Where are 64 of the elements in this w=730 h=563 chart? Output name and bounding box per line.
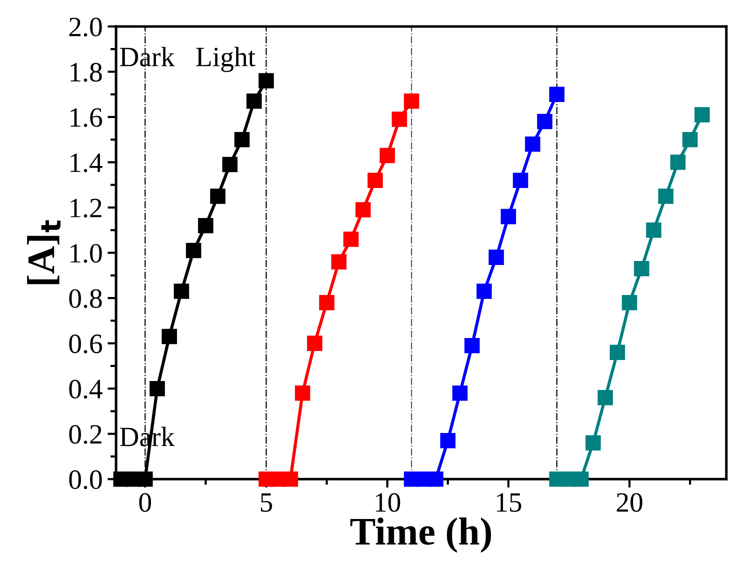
x-tick-label: 0: [139, 493, 152, 512]
point: [440, 433, 456, 448]
point: [368, 172, 383, 188]
y-axis-title: [A]$_{t}$: [27, 220, 60, 284]
y-tick-label: 1.8: [70, 62, 102, 82]
y-tick-label: 0.0: [69, 470, 102, 490]
point: [610, 344, 626, 360]
x-tick-label: 10: [376, 493, 400, 512]
point: [380, 148, 395, 164]
point: [331, 254, 347, 270]
point: [646, 222, 662, 238]
point: [307, 336, 322, 351]
point: [512, 172, 528, 188]
annotation: Dark: [120, 46, 175, 66]
x-tick-label: 15: [496, 493, 522, 512]
y-tick-label: 0.2: [69, 425, 102, 444]
point: [186, 242, 202, 258]
point: [222, 156, 238, 172]
x-tick-label: 20: [616, 493, 642, 512]
point: [258, 73, 274, 88]
point: [137, 471, 153, 487]
point: [234, 132, 250, 148]
point: [694, 107, 710, 122]
point: [658, 188, 674, 204]
x-axis-title: Time (h): [350, 518, 491, 553]
point: [174, 284, 190, 299]
point: [500, 208, 516, 224]
point: [464, 338, 480, 354]
point: [524, 136, 540, 152]
y-tick-label: 0.6: [69, 334, 102, 354]
point: [343, 232, 359, 247]
point: [682, 132, 698, 148]
point: [246, 94, 262, 109]
point: [598, 390, 613, 406]
point: [428, 471, 444, 487]
point: [198, 218, 214, 234]
point: [452, 385, 468, 401]
point: [586, 435, 601, 451]
point: [392, 112, 408, 127]
y-tick-label: 1.0: [70, 244, 102, 263]
point: [355, 202, 371, 218]
point: [622, 294, 638, 310]
point: [488, 250, 504, 265]
point: [404, 94, 420, 109]
point: [537, 114, 552, 130]
point: [476, 284, 492, 299]
y-tick-label: 1.4: [70, 154, 102, 172]
y-tick-label: 1.6: [70, 108, 102, 128]
annotation: Light: [196, 46, 256, 72]
y-tick-label: 1.2: [70, 198, 102, 218]
point: [282, 471, 298, 487]
y-tick-label: 0.8: [69, 289, 102, 308]
y-tick-label: 2.0: [69, 18, 102, 36]
point: [670, 154, 686, 170]
x-tick-label: 5: [260, 493, 272, 512]
y-tick-label: 0.4: [69, 380, 102, 399]
point: [634, 260, 650, 276]
point: [150, 380, 165, 396]
point: [210, 188, 226, 204]
point: [549, 86, 564, 102]
point: [294, 385, 310, 401]
point: [573, 471, 589, 487]
point: [162, 328, 177, 344]
point: [319, 294, 334, 310]
